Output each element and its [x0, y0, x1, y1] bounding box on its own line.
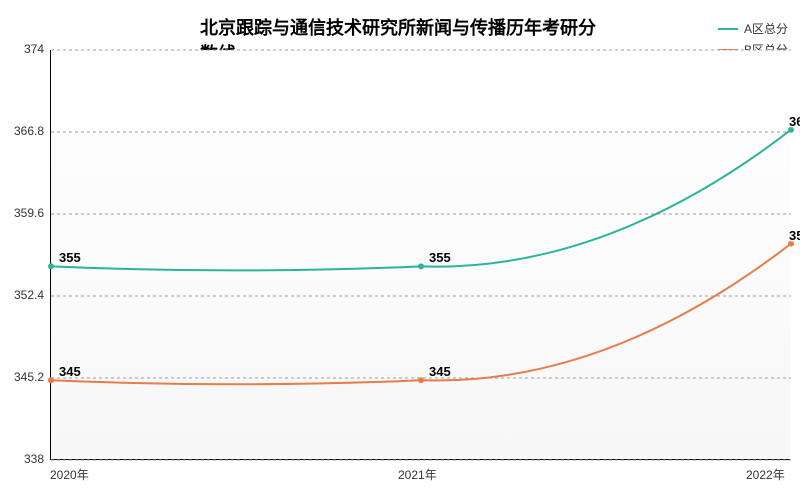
x-axis-tick-label: 2021年 [398, 466, 437, 483]
legend-swatch-a [718, 28, 738, 30]
legend-label-a: A区总分 [744, 20, 788, 37]
data-label: 357 [789, 228, 800, 243]
x-axis-tick-label: 2022年 [746, 466, 785, 483]
data-point [418, 263, 424, 269]
data-label: 345 [429, 364, 451, 379]
data-point [48, 377, 54, 383]
data-label: 367 [789, 114, 800, 129]
y-axis-tick-label: 338 [24, 452, 44, 466]
chart-container: 北京跟踪与通信技术研究所新闻与传播历年考研分数线 A区总分 B区总分 35535… [0, 0, 800, 500]
data-point [418, 377, 424, 383]
data-points [48, 127, 794, 384]
data-label: 355 [59, 250, 81, 265]
y-axis-tick-label: 352.4 [14, 288, 44, 302]
data-point [48, 263, 54, 269]
series-line [51, 130, 791, 271]
data-label: 355 [429, 250, 451, 265]
series-lines [51, 130, 791, 385]
gridlines [51, 50, 791, 460]
plot-area: 355355367345345357 [50, 50, 790, 460]
data-label: 345 [59, 364, 81, 379]
x-axis-tick-label: 2020年 [50, 466, 89, 483]
y-axis-tick-label: 345.2 [14, 370, 44, 384]
y-axis-tick-label: 366.8 [14, 124, 44, 138]
y-axis-tick-label: 374 [24, 42, 44, 56]
chart-svg [51, 50, 791, 460]
y-axis-tick-label: 359.6 [14, 206, 44, 220]
legend-item-a: A区总分 [718, 20, 788, 37]
